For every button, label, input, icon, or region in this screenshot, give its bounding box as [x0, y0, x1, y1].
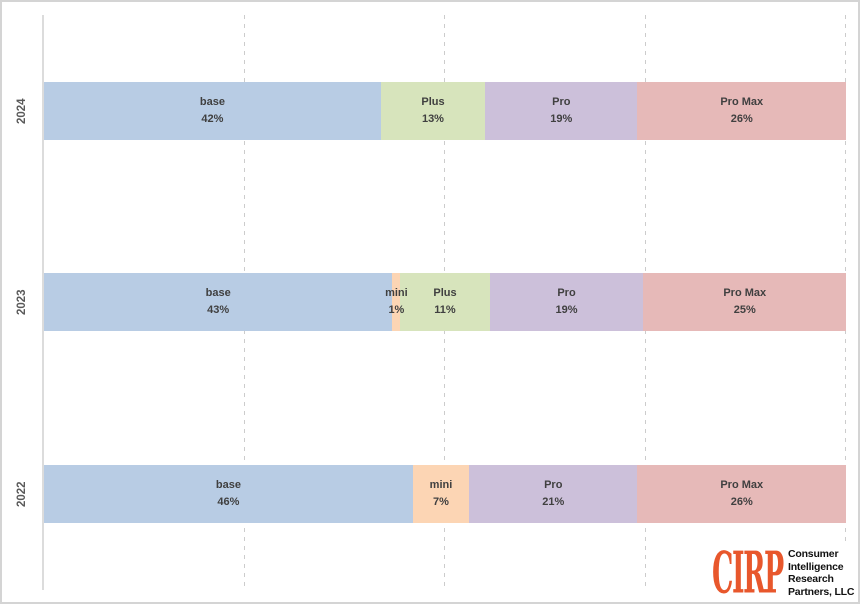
segment-label: Pro 19% [550, 96, 573, 125]
segment-label: base 43% [205, 287, 231, 316]
y-axis-label-2023: 2023 [16, 289, 28, 315]
segment-pro-max-2024: Pro Max 26% [637, 82, 846, 140]
logo-line: Partners, LLC [788, 585, 855, 598]
segment-label: base 42% [199, 96, 225, 125]
segment-base-2023: base 43% [44, 273, 393, 331]
plot-area: base 42% Plus 13% Pro 19% Pro Max 26% base 43% min… [42, 15, 846, 590]
segment-pro-2024: Pro 19% [485, 82, 638, 140]
segment-label: Plus 13% [421, 96, 445, 125]
segment-pro-max-2023: Pro Max 25% [643, 273, 846, 331]
segment-label: Pro 21% [542, 479, 565, 508]
y-axis-label-2024: 2024 [16, 98, 28, 124]
logo-line: Research [788, 573, 834, 585]
segment-label: mini 7% [429, 479, 453, 508]
segment-base-2022: base 46% [44, 465, 413, 523]
bar-row-2022: base 46% mini 7% Pro 21% Pro Max 26% [44, 465, 846, 523]
segment-label: Pro Max 26% [720, 96, 764, 125]
cirp-logo: CIRP Consumer Intelligence Research Part… [712, 539, 858, 607]
segment-label: base 46% [215, 479, 241, 508]
cirp-logo-wordmark: CIRP [712, 539, 784, 607]
segment-base-2024: base 42% [44, 82, 381, 140]
logo-line: Consumer [788, 548, 839, 560]
segment-label: Pro Max 25% [723, 287, 767, 316]
segment-pro-2022: Pro 21% [469, 465, 638, 523]
segment-plus-2024: Plus 13% [380, 82, 486, 140]
segment-pro-max-2022: Pro Max 26% [637, 465, 846, 523]
segment-label: Pro Max 26% [720, 479, 764, 508]
logo-line: Intelligence [788, 560, 844, 573]
bar-row-2023: base 43% mini 1% Plus 11% Pro 19% Pro Max 25% [44, 273, 846, 331]
bar-row-2024: base 42% Plus 13% Pro 19% Pro Max 26% [44, 82, 846, 140]
segment-mini-2023: mini 1% [385, 273, 408, 331]
segment-mini-2022: mini 7% [412, 465, 470, 523]
segment-label: Pro 19% [555, 287, 578, 316]
cirp-logo-text: Consumer Intelligence Research Partners,… [788, 548, 854, 598]
segment-pro-2023: Pro 19% [489, 273, 644, 331]
segment-label: Plus 11% [433, 287, 457, 316]
segment-label: mini 1% [385, 287, 408, 316]
y-axis-label-2022: 2022 [16, 481, 28, 507]
segment-plus-2023: Plus 11% [400, 273, 490, 331]
